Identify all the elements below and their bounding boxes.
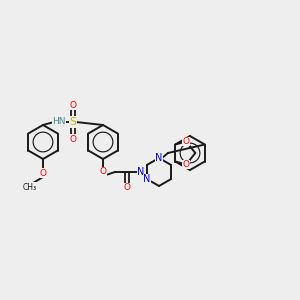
Text: N: N (143, 174, 151, 184)
Text: HN: HN (52, 118, 66, 127)
Text: O: O (183, 137, 190, 146)
Text: O: O (100, 167, 106, 176)
Text: N: N (155, 153, 163, 163)
Text: O: O (183, 160, 190, 169)
Text: N: N (137, 167, 145, 177)
Text: O: O (70, 134, 76, 143)
Text: S: S (69, 117, 76, 127)
Text: O: O (70, 100, 76, 109)
Text: CH₃: CH₃ (23, 182, 37, 191)
Text: O: O (124, 184, 130, 193)
Text: O: O (40, 169, 46, 178)
